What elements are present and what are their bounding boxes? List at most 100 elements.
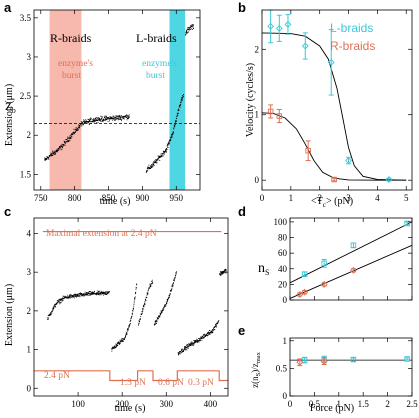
panel-b-ylabel: Velocity (cycles/s)	[245, 63, 256, 137]
panel-b-l-braids-point-4	[327, 58, 335, 66]
panel-c-chart: 100 200 300 400 0 1 2 3 4 Maximal extension at 2…	[4, 217, 229, 414]
r-braids-label: R-braids	[50, 31, 92, 45]
panel-c-trace-0	[47, 290, 110, 320]
panel-label-b: b	[238, 0, 246, 15]
panel-d-ytick-label-3: 60	[278, 248, 288, 258]
panel-a-ytick-label-1: 2	[27, 130, 32, 140]
panel-b-r-braids-point-3	[331, 176, 337, 183]
panel-d-cyan-point-0	[301, 271, 308, 277]
panel-b-fit-curve-1	[261, 112, 407, 181]
panel-e-ylabel-p2: S	[255, 372, 262, 376]
panel-d-frame	[289, 217, 413, 301]
panel-b-l-braids-point-2	[284, 20, 292, 28]
panel-b-xlabel-sub: c	[323, 200, 327, 209]
panel-b-xtick-label-5: 5	[404, 193, 409, 203]
zb-label-main: Z	[5, 101, 12, 113]
enzyme-burst-right-line2: burst	[146, 71, 165, 81]
panel-d-ytick-label-2: 40	[278, 264, 288, 274]
panel-c-ytick-label-2: 2	[27, 306, 32, 316]
panel-b-xtick-label-0: 0	[260, 193, 265, 203]
panel-e-ytick-label-0: 0	[283, 391, 288, 401]
enzyme-burst-left-line1: enzyme's	[58, 59, 93, 69]
panel-b-l-braids-point-3	[301, 42, 309, 50]
panel-e-xtick-label-5: 2.5	[406, 399, 418, 409]
panel-c-xtick-label-3: 400	[204, 399, 218, 409]
panel-e-ylabel-p3: )/z	[250, 363, 260, 373]
panel-a-xtick-label-0: 750	[34, 193, 48, 203]
panel-c-trace-1	[111, 283, 138, 352]
panel-b-frame	[261, 9, 413, 191]
panel-a-ytick-label-0: 1.5	[20, 169, 32, 179]
panel-label-c: c	[4, 204, 11, 219]
panel-c-trace-3	[153, 271, 177, 326]
panel-d-red-point-0	[296, 291, 304, 298]
panel-c-ytick-label-4: 4	[27, 228, 32, 238]
panel-d-fit-line-0	[289, 221, 413, 284]
panel-c-xtick-label-2: 300	[160, 399, 174, 409]
panel-label-d: d	[238, 204, 246, 219]
panel-d-cyan-point-3	[404, 220, 410, 227]
panel-a-ytick-label-3: 3	[27, 52, 32, 62]
panel-d-red-point-2	[320, 280, 328, 288]
enzyme-burst-band-1	[169, 10, 186, 190]
panel-e-cyan-point-0	[301, 357, 308, 363]
panel-e-ylabel-p1: z(n	[250, 376, 260, 388]
panel-c-ytick-label-0: 0	[27, 383, 32, 393]
panel-c-trace-4	[177, 319, 220, 356]
panel-c-xtick-label-1: 200	[115, 399, 129, 409]
panel-e-red-point-0	[296, 358, 304, 366]
legend-l-braids: L-braids	[330, 21, 373, 35]
panel-b-ytick-label-2: 2	[255, 44, 260, 54]
panel-d-cyan-point-1	[321, 260, 327, 267]
panel-e-xtick-label-3: 1.5	[358, 399, 370, 409]
panel-a-ytick-label-2: 2.5	[20, 91, 32, 101]
panel-a-trace-0	[44, 114, 130, 161]
panel-a-trace-2	[185, 24, 195, 36]
panel-c-ylabel: Extension (μm)	[4, 284, 15, 346]
panel-e-cyan-point-2	[350, 356, 357, 363]
panel-b-r-braids-point-1	[276, 113, 283, 119]
panel-b-r-braids-point-2	[305, 147, 311, 154]
panel-c-xlabel: time (s)	[115, 403, 146, 414]
panel-b-r-braids-point-0	[267, 108, 274, 115]
panel-a-trace-1	[145, 94, 184, 173]
panel-c-ytick-label-3: 3	[27, 267, 32, 277]
panel-a-xtick-label-2: 850	[102, 193, 116, 203]
enzyme-burst-right-line1: enzyme's	[142, 59, 177, 69]
panel-e-chart: 0 0.5 1 1.5 2 2.5 0 0.5 1 Force (pN) z(nS)/zmax	[250, 336, 418, 414]
panel-b-l-braids-point-0	[267, 22, 275, 30]
panel-a-frame	[33, 9, 201, 191]
panel-b-l-braids-point-1	[275, 24, 283, 32]
panel-b-ytick-label-0: 0	[255, 175, 260, 185]
l-braids-label: L-braids	[136, 31, 177, 45]
panel-a-chart: 750 800 850 900 950 1.5 2 2.5 3 3.5 R-braids L-br…	[4, 9, 201, 207]
panel-c-ytick-label-1: 1	[27, 345, 32, 355]
panel-c-xtick-label-0: 100	[71, 399, 85, 409]
panel-b-chart: 0 1 2 3 4 5 0 1 2 L-braids R-braids <Tc> (pN) Ve…	[245, 9, 413, 209]
panel-b-xlabel-tail: > (pN)	[326, 196, 353, 207]
panel-b-ytick-label-1: 1	[255, 110, 260, 120]
enzyme-burst-band-0	[49, 10, 82, 190]
panel-b-xtick-label-4: 4	[375, 193, 380, 203]
panel-c-trace-2	[138, 279, 154, 326]
enzyme-burst-label-left: enzyme's burst	[58, 59, 93, 81]
panel-e-ytick-label-2: 1	[283, 336, 288, 346]
force-label-0p3: 0.3 pN	[188, 378, 214, 388]
force-protocol-trace	[34, 370, 228, 382]
zb-label: Zb	[5, 101, 16, 115]
panel-d-ytick-label-5: 100	[274, 217, 288, 227]
enzyme-burst-left-line2: burst	[62, 71, 81, 81]
panel-e-xtick-label-4: 2	[385, 399, 390, 409]
force-label-1p3: 1.3 pN	[120, 378, 146, 388]
max-extension-label: Maximal extension at 2.4 pN	[46, 229, 157, 239]
panel-d-cyan-point-2	[350, 242, 357, 249]
panel-label-a: a	[4, 0, 12, 15]
legend-r-braids: R-braids	[330, 39, 375, 53]
panel-e-xtick-label-0: 0	[288, 399, 293, 409]
panel-d-chart: 0 20 40 60 80 100 nS	[258, 217, 413, 305]
panel-d-ylabel-sub: S	[265, 268, 269, 277]
panel-b-xtick-label-2: 2	[317, 193, 322, 203]
panel-label-e: e	[238, 323, 245, 338]
panel-d-red-point-1	[301, 288, 309, 296]
